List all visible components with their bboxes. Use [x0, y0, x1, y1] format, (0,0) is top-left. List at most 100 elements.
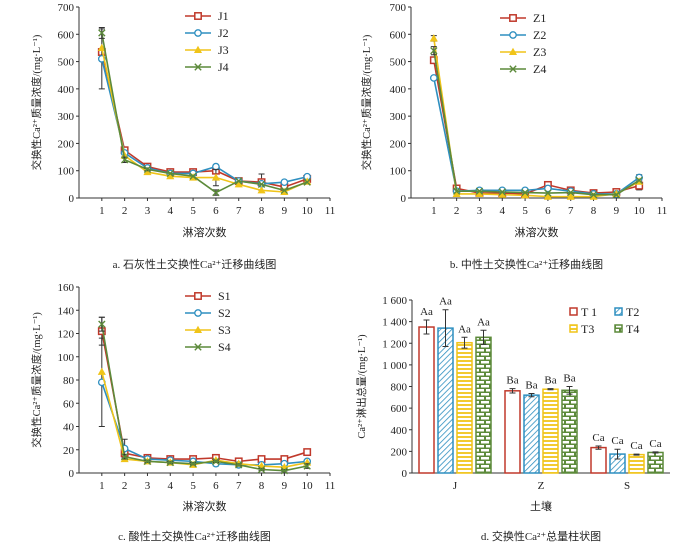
- chart-caption: a. 石灰性土交换性Ca²⁺迁移曲线图: [113, 257, 277, 271]
- data-point: [194, 29, 202, 37]
- series-line: [101, 58, 308, 185]
- x-tick-label: S: [624, 480, 630, 492]
- x-tick-label: J: [453, 480, 458, 492]
- x-axis-label: 土壤: [530, 499, 552, 513]
- data-point: [452, 187, 461, 195]
- y-axis-label: 交换性Ca²⁺质量浓度/(mg·L⁻¹): [30, 312, 43, 448]
- error-bar: [528, 393, 535, 398]
- x-axis-label: 淋溶次数: [183, 225, 227, 239]
- y-tick-label: 500: [390, 57, 407, 69]
- legend-item-S3: S3: [185, 323, 231, 337]
- data-point: [235, 177, 243, 185]
- data-point: [235, 461, 243, 469]
- x-tick-label: 3: [477, 205, 483, 217]
- legend-label: Z1: [533, 11, 546, 25]
- error-bar: [509, 388, 516, 394]
- data-point: [194, 309, 202, 317]
- bar: [418, 326, 435, 474]
- x-axis-label: 淋溶次数: [515, 225, 559, 239]
- legend-label: Z2: [533, 28, 546, 42]
- significance-label: Ba: [563, 373, 575, 385]
- series-line: [433, 77, 640, 195]
- data-point: [143, 165, 152, 174]
- data-point: [429, 34, 438, 42]
- data-point: [509, 65, 517, 73]
- data-point: [280, 466, 289, 475]
- bar: [504, 390, 521, 474]
- series-S1: [97, 316, 312, 466]
- legend-item-J1: J1: [185, 9, 229, 23]
- data-point: [97, 43, 106, 51]
- data-point: [194, 63, 202, 71]
- x-tick-label: 6: [213, 480, 219, 492]
- bar: [437, 327, 454, 474]
- y-tick-label: 1 600: [382, 295, 407, 307]
- y-tick-label: 300: [58, 111, 75, 123]
- legend-label: Z3: [533, 45, 546, 59]
- y-tick-label: 0: [401, 193, 407, 205]
- x-tick-label: 4: [168, 205, 174, 217]
- bar: [475, 336, 492, 474]
- significance-label: Ca: [592, 432, 604, 444]
- chart-caption: d. 交换性Ca²⁺总量柱状图: [481, 529, 601, 543]
- bar: [647, 451, 664, 474]
- data-point: [430, 46, 438, 55]
- y-tick-label: 600: [58, 29, 75, 41]
- significance-label: Aa: [477, 316, 490, 328]
- legend-swatch: [614, 307, 623, 316]
- data-point: [120, 156, 129, 164]
- x-tick-label: 6: [545, 205, 551, 217]
- x-tick-label: 1: [99, 205, 105, 217]
- data-point: [257, 186, 266, 194]
- x-axis-label: 淋溶次数: [183, 499, 227, 513]
- x-tick-label: 10: [302, 205, 314, 217]
- series-S4: [98, 316, 311, 475]
- data-point: [612, 191, 621, 199]
- data-point: [194, 12, 202, 20]
- legend-item-S4: S4: [185, 340, 231, 354]
- x-tick-label: 1: [431, 205, 437, 217]
- legend-swatch: [569, 307, 578, 316]
- x-tick-label: 7: [236, 205, 242, 217]
- y-tick-label: 700: [58, 2, 75, 14]
- data-point: [303, 462, 311, 470]
- data-point: [193, 325, 203, 334]
- y-tick-label: 300: [390, 111, 407, 123]
- data-point: [635, 176, 643, 184]
- significance-label: Ba: [506, 375, 518, 387]
- legend-item-S1: S1: [185, 289, 231, 303]
- error-bar: [566, 386, 573, 395]
- data-point: [120, 453, 129, 461]
- y-tick-label: 200: [58, 138, 75, 150]
- y-tick-label: 100: [390, 166, 407, 178]
- error-bar: [633, 453, 640, 456]
- data-point: [509, 31, 517, 39]
- series-Z2: [429, 74, 644, 198]
- legend-label: J3: [218, 43, 229, 57]
- significance-label: Ca: [630, 440, 642, 452]
- legend-label: S1: [218, 289, 231, 303]
- y-tick-label: 20: [63, 445, 75, 457]
- significance-label: Ca: [611, 435, 623, 447]
- x-tick-label: 8: [259, 205, 265, 217]
- data-point: [303, 178, 311, 186]
- x-tick-label: 3: [145, 205, 151, 217]
- legend-item-J4: J4: [185, 60, 229, 74]
- bar: [628, 453, 645, 474]
- legend-item-T3: T3: [569, 322, 594, 336]
- series-line: [101, 382, 308, 466]
- bar: [456, 341, 473, 474]
- y-axis-label: Ca²⁺淋出总量/(mg·L⁻¹): [355, 334, 368, 439]
- y-tick-label: 800: [391, 382, 408, 394]
- bar: [561, 389, 578, 474]
- data-point: [509, 14, 517, 22]
- series-S2: [97, 337, 312, 469]
- series-Z1: [429, 56, 644, 198]
- y-tick-label: 0: [69, 468, 75, 480]
- y-tick-label: 140: [58, 305, 75, 317]
- y-tick-label: 0: [69, 193, 75, 205]
- x-tick-label: 5: [190, 205, 196, 217]
- significance-label: Ba: [525, 380, 537, 392]
- series-Z3: [429, 34, 644, 200]
- data-point: [211, 173, 220, 181]
